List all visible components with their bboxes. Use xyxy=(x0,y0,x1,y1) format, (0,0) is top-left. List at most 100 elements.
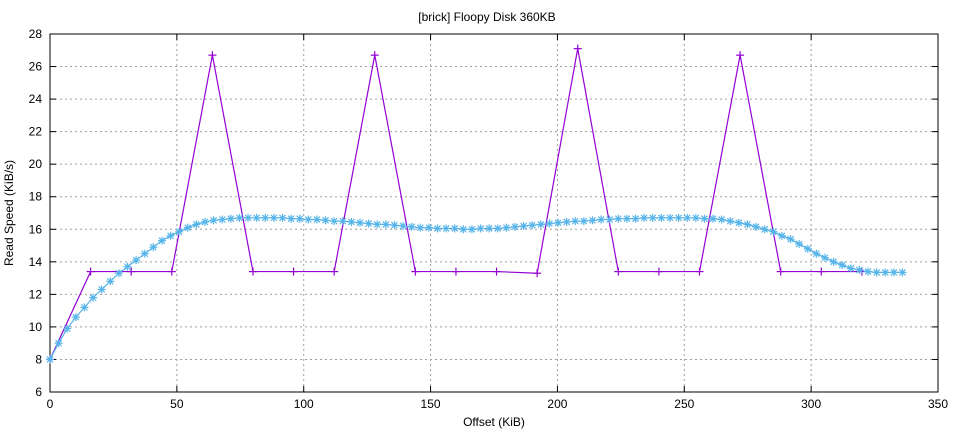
marker-stroke xyxy=(701,215,708,223)
data-point xyxy=(183,223,192,232)
data-point xyxy=(167,267,176,276)
data-point xyxy=(157,236,166,245)
data-point xyxy=(492,267,501,276)
marker-stroke xyxy=(330,217,338,225)
data-point xyxy=(674,213,683,222)
marker-stroke xyxy=(752,223,760,231)
series-group xyxy=(46,44,907,364)
marker-stroke xyxy=(236,214,243,222)
marker-stroke xyxy=(81,303,88,311)
marker-stroke xyxy=(795,240,803,248)
data-point xyxy=(442,224,451,233)
series-1 xyxy=(46,44,866,364)
data-point xyxy=(71,313,80,322)
marker-stroke xyxy=(304,216,312,223)
marker-stroke xyxy=(899,268,906,276)
y-tick-label: 24 xyxy=(29,92,43,106)
data-point xyxy=(399,222,408,231)
marker-stroke xyxy=(451,225,459,232)
marker-stroke xyxy=(692,214,700,222)
marker-stroke xyxy=(726,217,734,225)
data-point xyxy=(127,267,136,276)
data-point xyxy=(855,265,864,274)
data-point xyxy=(450,224,459,233)
marker-stroke xyxy=(623,215,631,223)
data-point xyxy=(209,216,218,225)
marker-stroke xyxy=(270,214,278,222)
marker-stroke xyxy=(416,224,424,232)
y-tick-label: 26 xyxy=(29,60,43,74)
data-point xyxy=(289,267,298,276)
y-axis-label: Read Speed (KiB/s) xyxy=(2,160,16,266)
data-point xyxy=(338,217,347,226)
marker-stroke xyxy=(537,220,545,228)
series-line xyxy=(49,217,903,360)
marker-stroke xyxy=(115,269,123,277)
data-point xyxy=(63,324,72,333)
data-point xyxy=(89,293,98,302)
marker-stroke xyxy=(72,313,80,321)
data-point xyxy=(364,219,373,228)
data-point xyxy=(622,214,631,223)
marker-stroke xyxy=(589,216,596,224)
marker-stroke xyxy=(149,243,157,251)
data-point xyxy=(140,249,149,258)
data-point xyxy=(579,217,588,226)
data-point xyxy=(519,222,528,231)
data-point xyxy=(390,221,399,230)
y-tick-label: 22 xyxy=(29,125,43,139)
marker-stroke xyxy=(347,218,355,226)
data-point xyxy=(80,303,89,312)
data-point xyxy=(760,225,769,234)
data-point xyxy=(485,224,494,233)
marker-stroke xyxy=(63,325,71,332)
data-point xyxy=(132,256,141,265)
data-point xyxy=(373,220,382,229)
marker-stroke xyxy=(55,339,63,347)
data-point xyxy=(709,214,718,223)
data-point xyxy=(533,269,542,278)
marker-stroke xyxy=(520,222,528,230)
marker-stroke xyxy=(744,220,751,228)
marker-stroke xyxy=(279,214,286,222)
data-point xyxy=(200,217,209,226)
marker-stroke xyxy=(546,220,553,228)
y-tick-label: 20 xyxy=(29,157,43,171)
data-point xyxy=(695,267,704,276)
data-point xyxy=(665,213,674,222)
marker-stroke xyxy=(459,225,467,233)
data-point xyxy=(717,215,726,224)
x-tick-label: 0 xyxy=(47,397,54,411)
data-point xyxy=(838,261,847,270)
data-point xyxy=(312,215,321,224)
marker-stroke xyxy=(477,225,484,232)
data-point xyxy=(872,268,881,277)
plot-border xyxy=(49,33,939,393)
marker-stroke xyxy=(830,258,838,266)
marker-stroke xyxy=(106,277,114,285)
marker-stroke xyxy=(425,224,433,232)
data-point xyxy=(476,224,485,233)
marker-stroke xyxy=(339,217,347,225)
marker-stroke xyxy=(141,250,149,258)
data-point xyxy=(123,262,132,271)
data-point xyxy=(269,213,278,222)
data-point xyxy=(252,213,261,222)
marker-stroke xyxy=(494,225,502,232)
data-point xyxy=(149,243,158,252)
data-point xyxy=(287,214,296,223)
data-point xyxy=(881,268,890,277)
y-tick-label: 10 xyxy=(29,320,43,334)
data-point xyxy=(736,51,745,60)
marker-stroke xyxy=(218,216,226,223)
data-point xyxy=(776,267,785,276)
data-point xyxy=(244,213,253,222)
x-tick-label: 200 xyxy=(547,397,567,411)
marker-stroke xyxy=(365,220,373,228)
marker-stroke xyxy=(184,224,192,232)
marker-stroke xyxy=(313,216,321,223)
marker-stroke xyxy=(356,219,364,227)
data-point xyxy=(46,355,54,364)
data-point xyxy=(734,218,743,227)
data-point xyxy=(536,220,545,229)
